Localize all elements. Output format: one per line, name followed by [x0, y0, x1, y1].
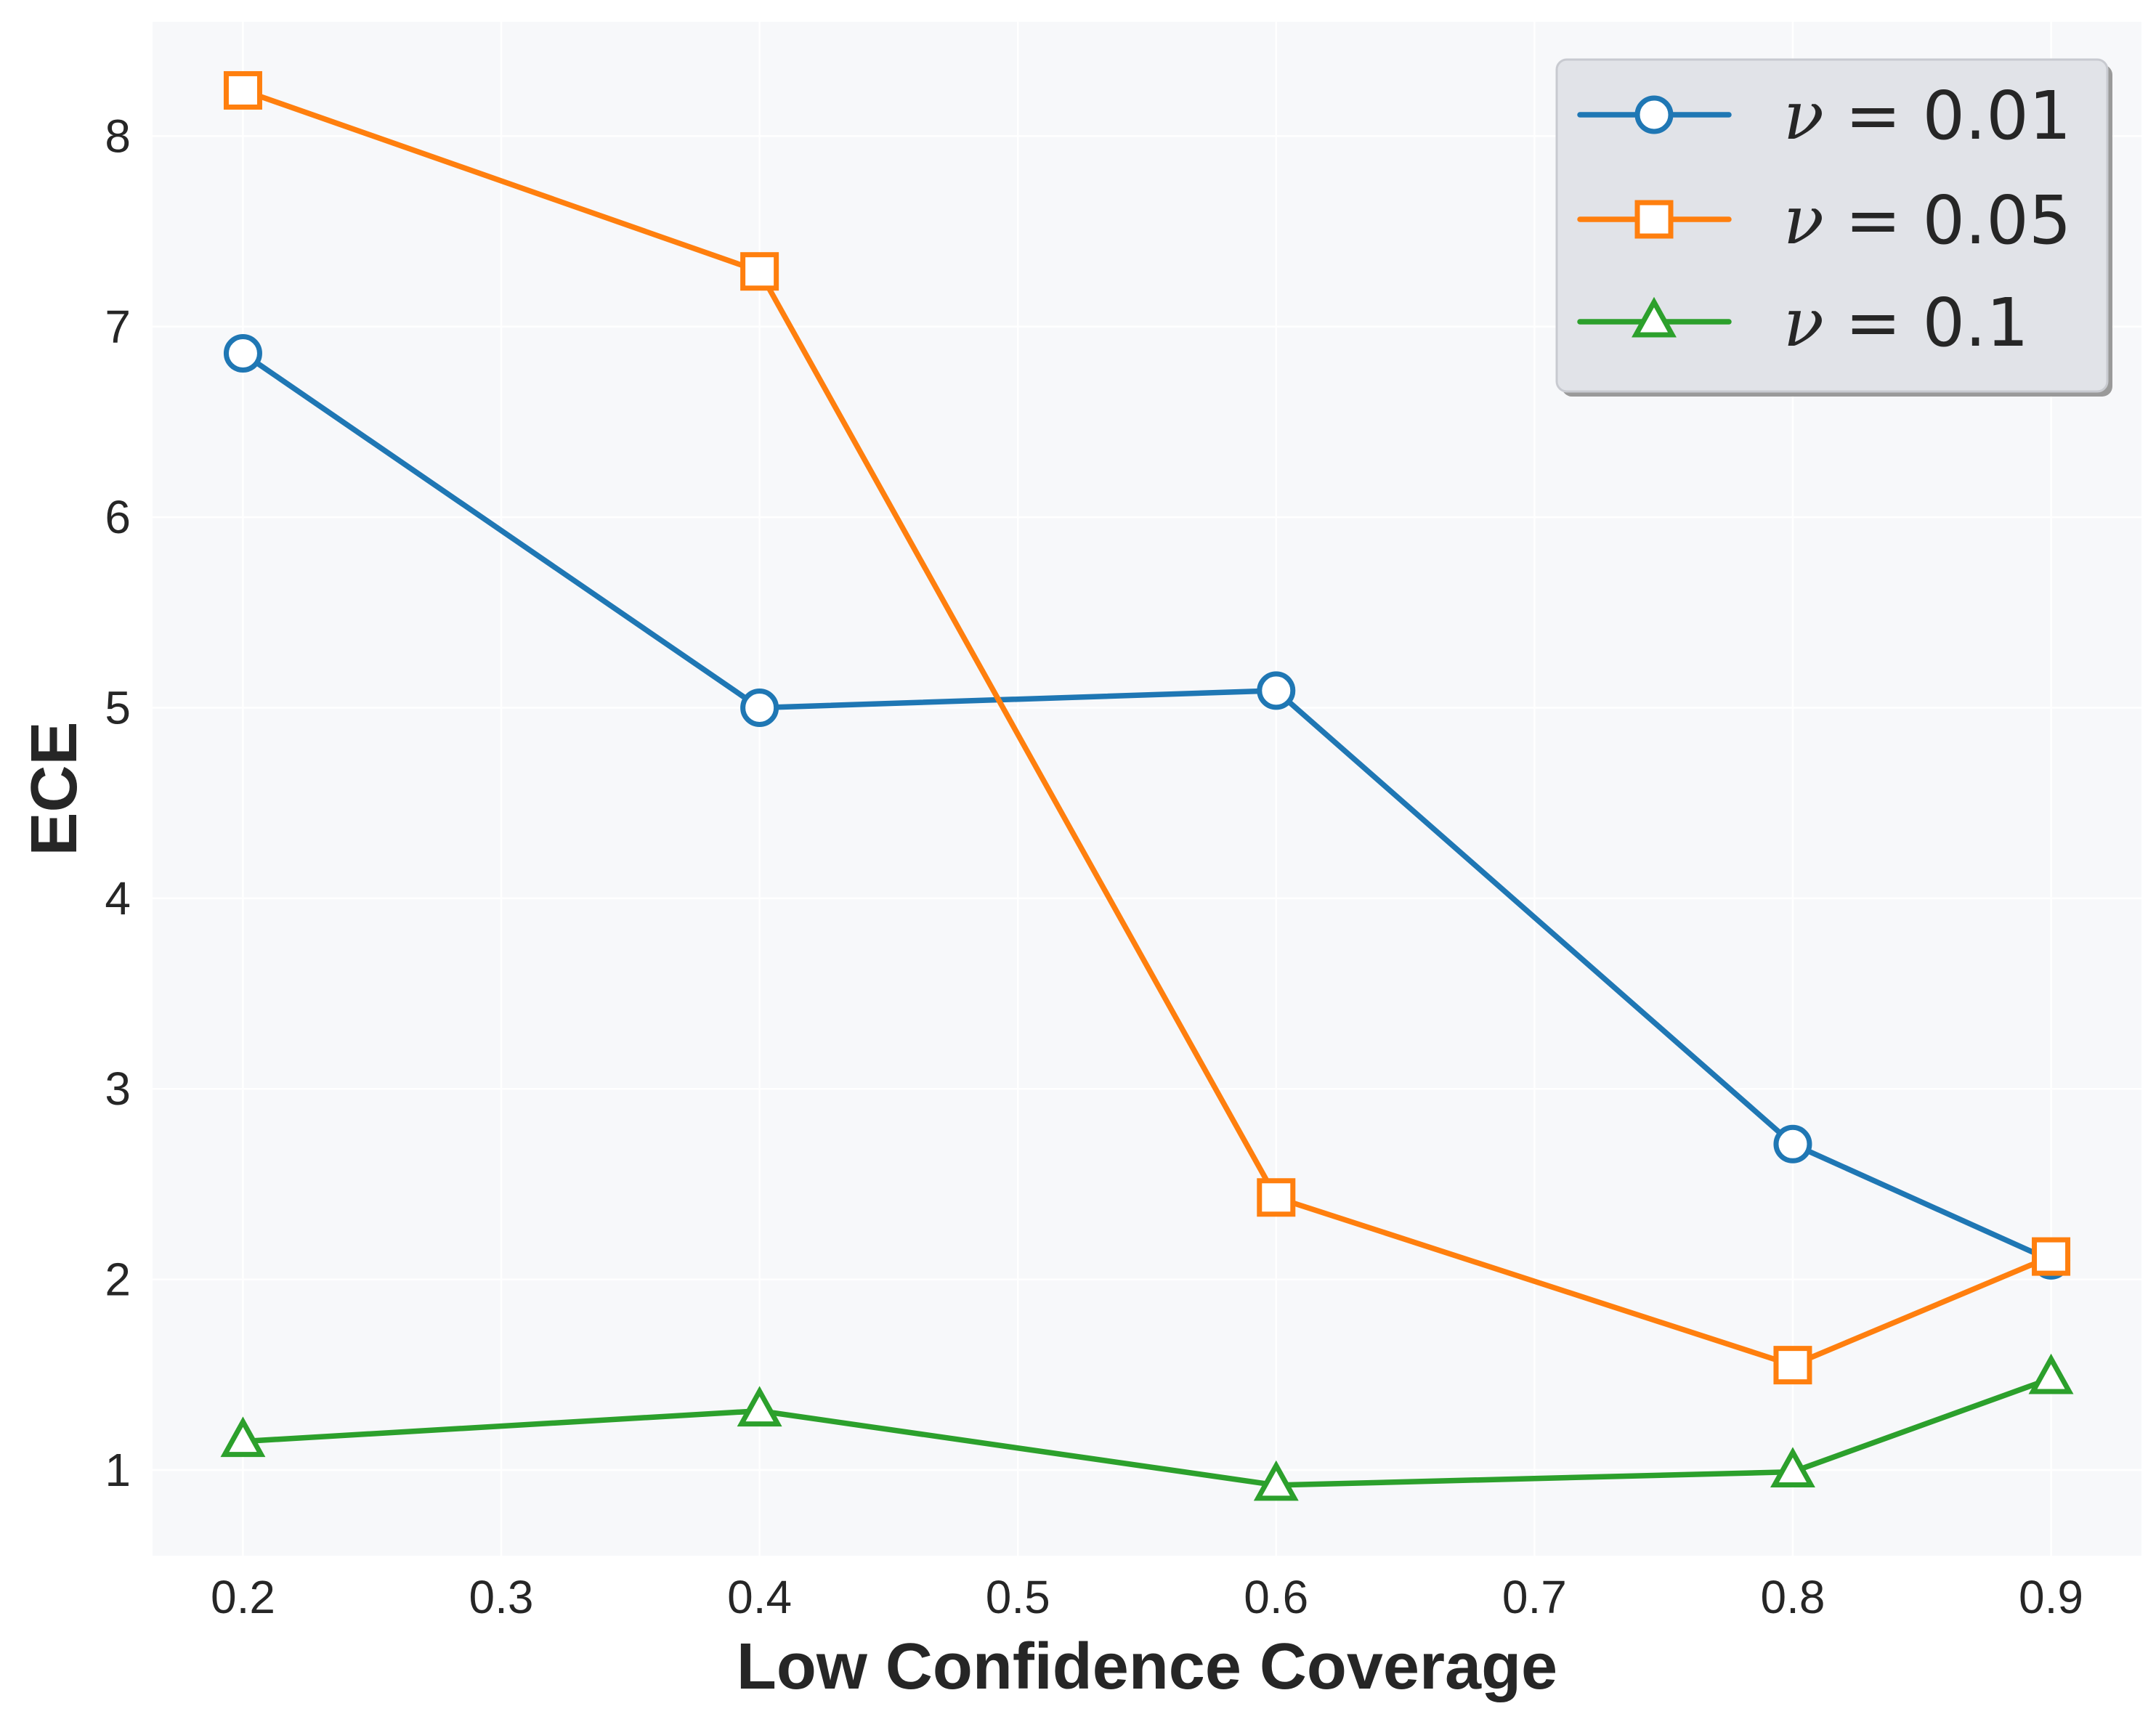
- x-tick-label: 0.3: [469, 1571, 534, 1623]
- x-tick-label: 0.5: [986, 1571, 1050, 1623]
- series-layer: [220, 70, 2074, 1501]
- data-point: [2032, 1237, 2071, 1276]
- x-tick-label: 0.6: [1244, 1571, 1308, 1623]
- x-tick-label: 0.2: [211, 1571, 275, 1623]
- data-point: [1257, 671, 1296, 710]
- x-tick-label: 0.8: [1760, 1571, 1825, 1623]
- series-1: [223, 334, 2071, 1280]
- data-point: [1253, 1460, 1299, 1501]
- legend-marker: [1634, 95, 1674, 134]
- y-axis-ticks: 1 2 3 4 5 6 7 8: [105, 110, 131, 1496]
- legend-item: ν = 0.1: [1577, 284, 2029, 362]
- y-tick-label: 2: [105, 1254, 131, 1306]
- legend-item: ν = 0.01: [1577, 77, 2071, 155]
- x-tick-label: 0.7: [1502, 1571, 1567, 1623]
- x-axis-label: Low Confidence Coverage: [737, 1630, 1557, 1703]
- series-3: [220, 1353, 2074, 1501]
- legend-marker: [1634, 200, 1674, 239]
- y-tick-label: 3: [105, 1063, 131, 1115]
- data-point: [1773, 1346, 1812, 1385]
- data-point: [1257, 1178, 1296, 1217]
- data-point: [223, 334, 262, 373]
- y-tick-label: 4: [105, 872, 131, 925]
- x-tick-label: 0.4: [727, 1571, 792, 1623]
- x-tick-label: 0.9: [2019, 1571, 2083, 1623]
- y-tick-label: 6: [105, 491, 131, 543]
- data-point: [737, 1386, 782, 1427]
- data-point: [1773, 1124, 1812, 1163]
- y-tick-label: 1: [105, 1444, 131, 1496]
- series-2: [223, 70, 2071, 1385]
- data-point: [2028, 1353, 2074, 1394]
- legend-label: ν = 0.1: [1783, 284, 2029, 362]
- y-tick-label: 8: [105, 110, 131, 162]
- data-point: [740, 252, 779, 291]
- y-axis-label: ECE: [18, 721, 91, 856]
- y-tick-label: 7: [105, 301, 131, 353]
- y-tick-label: 5: [105, 681, 131, 734]
- data-point: [220, 1416, 266, 1458]
- legend-label: ν = 0.05: [1783, 182, 2071, 259]
- legend-item: ν = 0.05: [1577, 182, 2071, 259]
- data-point: [223, 70, 262, 110]
- legend: ν = 0.01 ν = 0.05 ν = 0.1: [1555, 58, 2112, 397]
- legend-marker: [1632, 296, 1677, 338]
- data-point: [740, 688, 779, 727]
- legend-label: ν = 0.01: [1783, 77, 2071, 155]
- x-axis-ticks: 0.2 0.3 0.4 0.5 0.6 0.7 0.8 0.9: [211, 1571, 2083, 1623]
- data-point: [1770, 1447, 1815, 1488]
- legend-box: [1555, 58, 2109, 393]
